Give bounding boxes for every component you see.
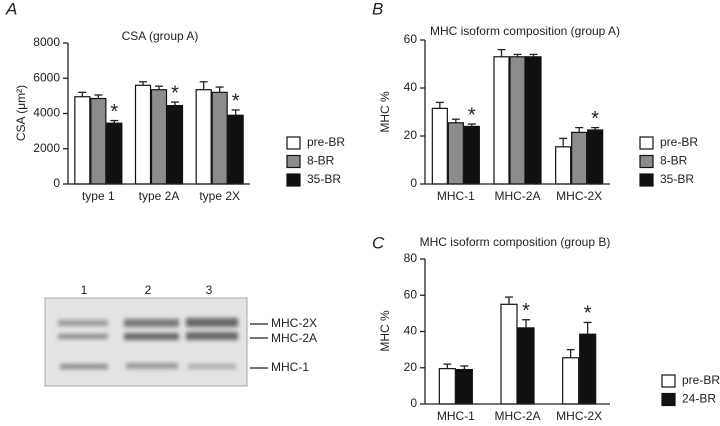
gel-image xyxy=(44,297,248,387)
y-tick-label: 2000 xyxy=(33,141,60,155)
bar xyxy=(463,125,480,185)
band-label: MHC-2X xyxy=(271,316,317,330)
panel-label: C xyxy=(372,233,385,252)
y-tick-label: 80 xyxy=(404,251,418,265)
bar xyxy=(579,333,597,405)
x-tick-label: MHC-2A xyxy=(494,409,540,423)
y-tick-label: 4000 xyxy=(33,106,60,120)
significance-mark: * xyxy=(232,90,240,112)
x-tick-label: MHC-2X xyxy=(556,189,602,203)
bar xyxy=(431,107,448,185)
y-axis-label: CSA (μm²) xyxy=(14,85,28,141)
legend-label: 24-BR xyxy=(682,392,716,406)
band-label: MHC-2A xyxy=(271,331,317,345)
bar xyxy=(571,131,588,185)
legend-label: 35-BR xyxy=(307,172,341,186)
x-tick-label: type 2X xyxy=(199,189,240,203)
significance-mark: * xyxy=(110,101,118,123)
chart-title: MHC isoform composition (group B) xyxy=(420,235,611,249)
legend-label: pre-BR xyxy=(682,373,720,387)
x-tick-label: MHC-1 xyxy=(437,409,475,423)
y-tick-label: 40 xyxy=(404,324,418,338)
bar xyxy=(587,129,604,185)
bar xyxy=(555,146,572,185)
y-tick-label: 8000 xyxy=(33,35,60,49)
gel: 1 2 3 MHC-2X MHC-2A MHC-1 xyxy=(44,283,317,387)
legend-swatch xyxy=(286,173,301,187)
lane-label: 2 xyxy=(145,283,152,297)
bar xyxy=(493,56,510,185)
significance-mark: * xyxy=(468,104,476,126)
legend-swatch xyxy=(639,136,654,150)
y-tick-label: 20 xyxy=(404,128,418,142)
y-tick-label: 0 xyxy=(410,396,417,410)
lane-label: 1 xyxy=(81,283,88,297)
gel-bands xyxy=(58,318,238,369)
legend-swatch xyxy=(286,154,301,169)
bar xyxy=(90,97,107,185)
y-tick-label: 60 xyxy=(404,32,418,46)
bar xyxy=(211,91,228,185)
bar xyxy=(195,89,212,185)
band-label: MHC-1 xyxy=(271,360,309,374)
bar xyxy=(562,357,580,405)
bar xyxy=(509,56,526,185)
bar xyxy=(150,89,168,185)
x-tick-label: MHC-2A xyxy=(494,189,540,203)
legend-swatch xyxy=(661,374,676,388)
legend-label: pre-BR xyxy=(660,135,698,149)
y-tick-label: 20 xyxy=(404,360,418,374)
legend-label: 8-BR xyxy=(307,154,335,168)
bar xyxy=(134,84,152,185)
bar xyxy=(517,327,535,405)
y-tick-label: 60 xyxy=(404,287,418,301)
y-tick-label: 6000 xyxy=(33,70,60,84)
legend-label: 35-BR xyxy=(660,172,694,186)
legend-swatch xyxy=(639,154,654,169)
bar xyxy=(438,368,456,405)
bar xyxy=(74,96,91,185)
significance-mark: * xyxy=(171,82,179,104)
bar xyxy=(500,303,518,405)
chart-title: CSA (group A) xyxy=(122,29,199,43)
panel-label: B xyxy=(372,0,383,18)
panel-label: A xyxy=(5,0,17,18)
bar xyxy=(166,104,184,185)
x-tick-label: type 1 xyxy=(82,189,115,203)
bar xyxy=(447,122,464,185)
legend-label: pre-BR xyxy=(307,135,345,149)
bar xyxy=(525,56,542,185)
x-tick-label: type 2A xyxy=(139,189,180,203)
x-tick-label: MHC-2X xyxy=(556,409,602,423)
significance-mark: * xyxy=(522,300,530,322)
x-tick-label: MHC-1 xyxy=(437,189,475,203)
legend-swatch xyxy=(286,136,301,150)
y-axis-label: MHC % xyxy=(378,310,392,352)
y-tick-label: 0 xyxy=(410,176,417,190)
y-tick-label: 0 xyxy=(53,176,60,190)
chart-title: MHC isoform composition (group A) xyxy=(430,24,620,38)
y-axis-label: MHC % xyxy=(378,91,392,133)
significance-mark: * xyxy=(591,108,599,130)
lane-label: 3 xyxy=(206,283,213,297)
significance-mark: * xyxy=(584,303,592,325)
legend-swatch xyxy=(639,173,654,187)
bar xyxy=(227,114,244,185)
y-tick-label: 40 xyxy=(404,80,418,94)
bar xyxy=(455,368,473,405)
legend-label: 8-BR xyxy=(660,154,688,168)
legend-swatch xyxy=(661,392,676,407)
bar xyxy=(106,122,123,185)
